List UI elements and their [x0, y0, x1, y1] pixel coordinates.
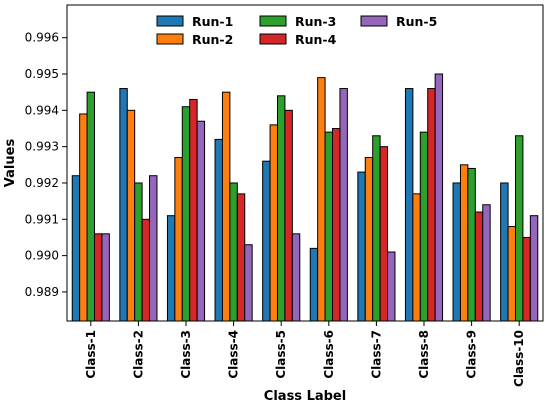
- y-tick-label: 0.989: [25, 285, 59, 299]
- bar-run-5-class-10: [529, 215, 539, 322]
- y-tick-label: 0.995: [25, 67, 59, 81]
- legend-swatch-run-4: [259, 33, 287, 45]
- x-tick-label: Class-3: [179, 330, 193, 379]
- bar-run-3-class-10: [514, 135, 524, 322]
- bar-run-2-class-1: [79, 113, 88, 322]
- x-axis: Class-1 Class-2 Class-3 Class-4 Class-5 Class…: [84, 321, 526, 387]
- bar-run-5-class-4: [244, 244, 253, 322]
- plot-frame: [66, 4, 544, 322]
- bar-run-3-class-8: [419, 131, 429, 322]
- bar-run-4-class-7: [379, 146, 389, 322]
- bar-run-3-class-3: [181, 106, 191, 322]
- bar-run-2-class-10: [507, 226, 516, 322]
- bar-run-1-class-8: [404, 88, 414, 322]
- bar-run-1-class-7: [357, 171, 366, 322]
- bar-run-2-class-5: [269, 124, 278, 322]
- bar-run-2-class-7: [364, 157, 374, 322]
- bar-run-3-class-1: [86, 91, 96, 322]
- bar-run-5-class-3: [196, 120, 206, 322]
- bar-run-4-class-2: [141, 218, 151, 322]
- bar-run-1-class-1: [71, 175, 81, 322]
- bar-run-5-class-8: [434, 73, 444, 322]
- bar-run-1-class-6: [309, 247, 319, 322]
- bar-run-3-class-9: [467, 167, 476, 322]
- bar-run-2-class-9: [459, 164, 469, 322]
- bar-run-5-class-6: [339, 88, 348, 322]
- y-tick-label: 0.990: [25, 249, 59, 263]
- bar-run-4-class-9: [474, 211, 484, 322]
- x-tick-label: Class-8: [417, 330, 431, 379]
- bar-run-3-class-6: [324, 131, 334, 322]
- bar-run-5-class-2: [149, 175, 158, 322]
- bar-run-5-class-9: [482, 204, 491, 322]
- x-tick-label: Class-7: [369, 330, 383, 379]
- legend-label-run-1: Run-1: [192, 14, 233, 29]
- x-tick-label: Class-9: [465, 330, 479, 379]
- bar-run-5-class-1: [101, 233, 110, 322]
- bar-run-1-class-2: [119, 88, 128, 322]
- legend-label-run-5: Run-5: [396, 14, 437, 29]
- x-tick-label: Class-10: [512, 330, 526, 387]
- bar-run-1-class-9: [452, 182, 461, 322]
- bar-run-3-class-7: [372, 135, 381, 322]
- x-tick-label: Class-6: [322, 330, 336, 379]
- legend-label-run-4: Run-4: [295, 32, 337, 47]
- bar-run-4-class-3: [189, 98, 198, 322]
- bar-run-4-class-4: [236, 193, 246, 322]
- x-tick-label: Class-5: [274, 330, 288, 379]
- y-axis: 0.989 0.990 0.991 0.992 0.993 0.994 0.995 0.996: [25, 31, 67, 299]
- bar-run-5-class-7: [387, 251, 396, 322]
- legend-label-run-2: Run-2: [192, 32, 233, 47]
- x-axis-label: Class Label: [264, 389, 346, 404]
- bar-run-2-class-3: [174, 157, 183, 322]
- bar-run-4-class-8: [427, 88, 436, 322]
- bar-run-1-class-10: [500, 182, 509, 322]
- y-axis-label: Values: [3, 139, 18, 188]
- y-tick-label: 0.992: [25, 176, 59, 190]
- bar-run-3-class-2: [134, 182, 143, 322]
- x-tick-label: Class-4: [227, 330, 241, 379]
- bar-run-2-class-2: [126, 109, 136, 322]
- bar-run-2-class-6: [317, 77, 326, 322]
- y-tick-label: 0.996: [25, 31, 59, 45]
- legend-swatch-run-5: [360, 15, 388, 27]
- legend-swatch-run-3: [259, 15, 287, 27]
- bar-run-1-class-3: [166, 215, 176, 322]
- bar-run-4-class-10: [522, 236, 531, 322]
- y-tick-label: 0.991: [25, 212, 59, 226]
- x-tick-label: Class-1: [84, 330, 98, 379]
- bar-run-3-class-4: [229, 182, 238, 322]
- bar-run-2-class-8: [412, 193, 421, 322]
- bar-run-4-class-5: [284, 109, 293, 322]
- bar-run-2-class-4: [221, 91, 231, 322]
- bar-run-3-class-5: [276, 95, 286, 322]
- bar-run-1-class-4: [214, 138, 223, 322]
- legend-swatch-run-1: [156, 15, 184, 27]
- bar-run-4-class-6: [332, 127, 341, 322]
- legend-swatch-run-2: [156, 33, 184, 45]
- bar-run-1-class-5: [262, 160, 271, 322]
- legend-label-run-3: Run-3: [295, 14, 336, 29]
- x-tick-label: Class-2: [131, 330, 145, 379]
- bar-run-5-class-5: [291, 233, 301, 322]
- y-tick-label: 0.993: [25, 140, 59, 154]
- legend: Run-1 Run-2 Run-3 Run-4 Run-5: [156, 14, 437, 47]
- y-tick-label: 0.994: [25, 103, 59, 117]
- bar-run-4-class-1: [94, 233, 103, 322]
